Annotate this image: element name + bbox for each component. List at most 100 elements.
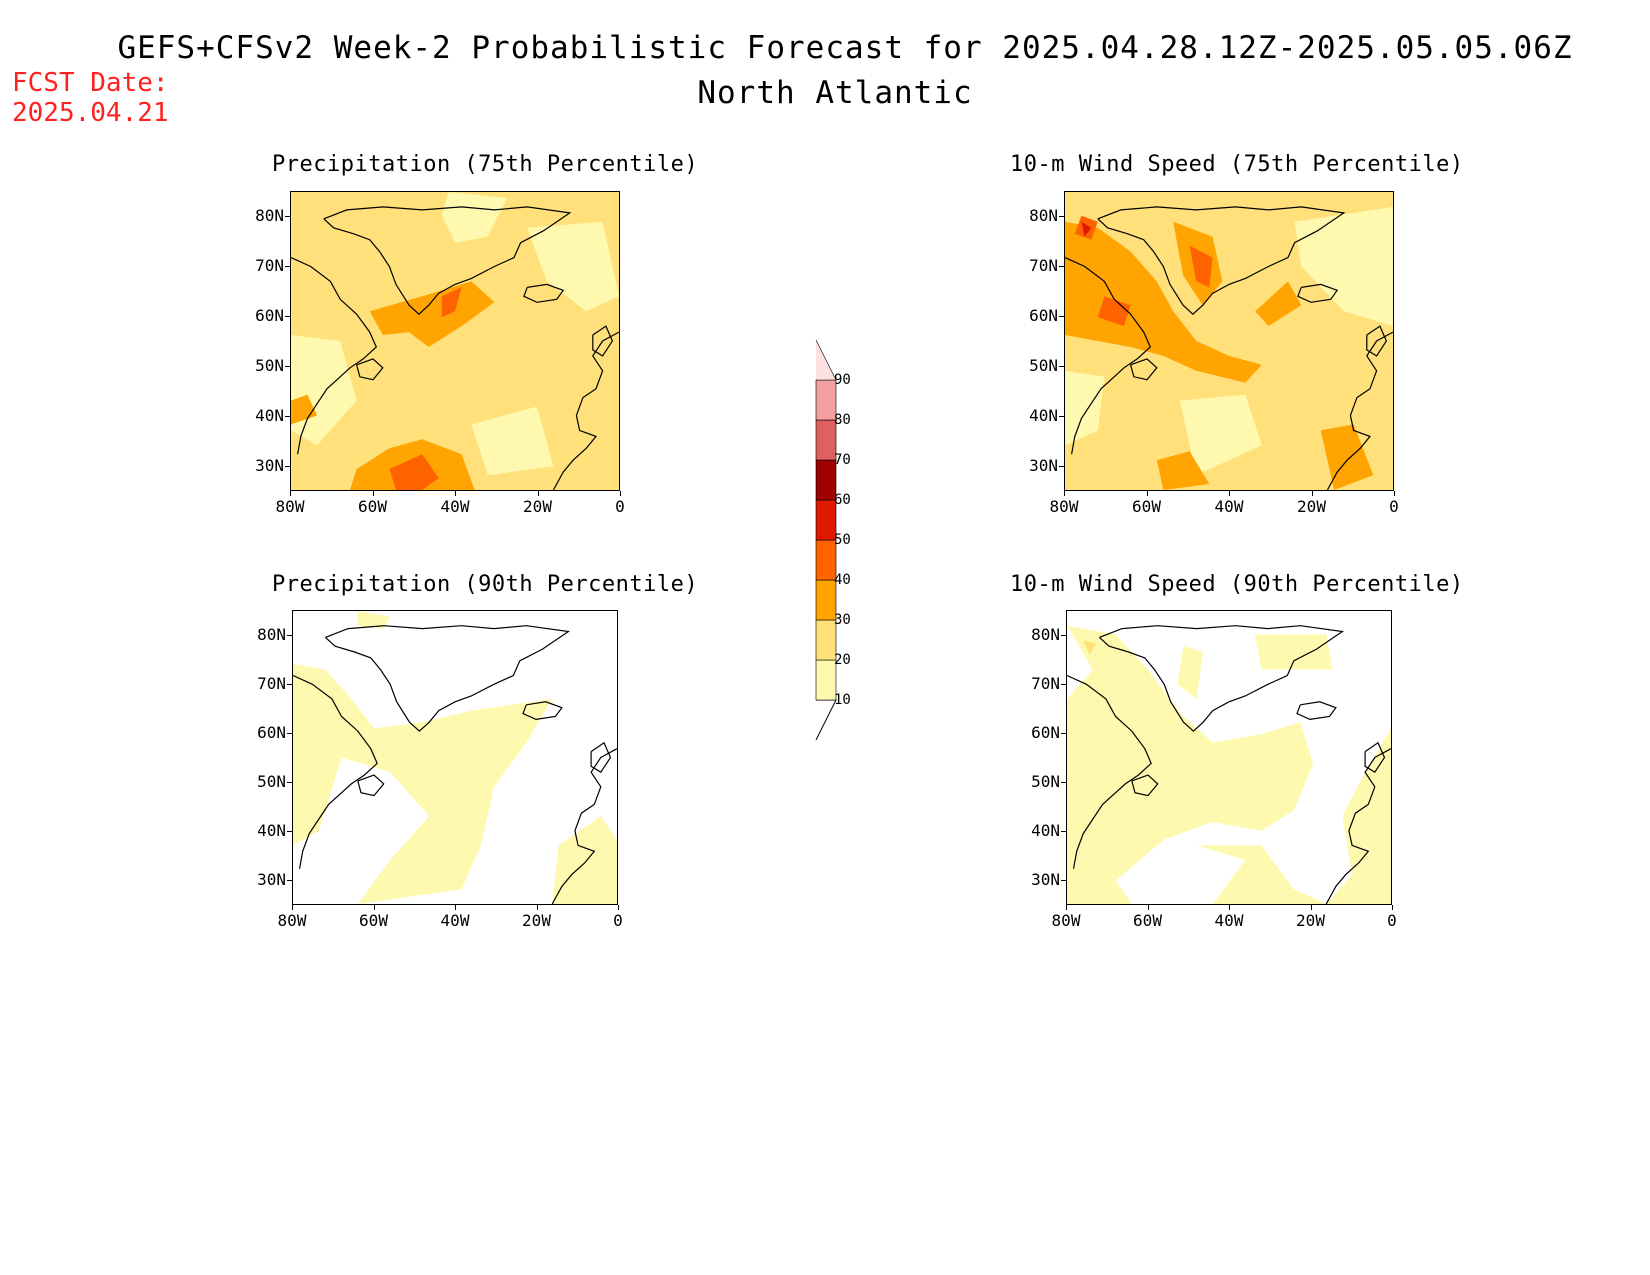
probability-region [369,281,495,347]
x-tick [620,491,621,496]
colorbar-segment [815,379,837,421]
y-tick-label: 60N [1031,722,1060,742]
map-precip-75th [290,191,620,491]
x-tick-label: 0 [615,497,625,516]
x-tick-label: 60W [358,497,387,516]
precip75-contour-plot [291,192,619,490]
y-tick [285,416,290,417]
probability-region [293,663,553,904]
y-tick-label: 50N [1031,772,1060,792]
map-wind-90th [1066,610,1392,905]
coastline-nf [1131,774,1159,797]
x-tick [1311,491,1313,496]
probability-region [1179,394,1262,476]
x-tick-label: 60W [1133,911,1162,930]
probability-region [357,611,391,629]
probability-region [1320,424,1374,490]
colorbar-label: 50 [834,532,851,548]
y-tick-label: 30N [1029,456,1058,475]
coastline-uk [1364,741,1386,774]
y-tick [1061,782,1066,784]
y-tick-label: 50N [1029,356,1058,375]
wind75-contour-plot [1065,192,1393,490]
coastline-greenland [1097,206,1346,316]
region-title: North Atlantic [697,75,973,111]
coastline-america [1067,674,1152,869]
colorbar-label: 80 [834,412,851,428]
colorbar-label: 60 [834,492,851,508]
x-tick-label: 20W [1296,911,1325,930]
x-tick [292,905,293,910]
coastline-uk [1366,325,1388,357]
y-tick-label: 70N [257,673,286,693]
coastline-nf [1130,358,1158,381]
x-tick-label: 20W [523,497,552,516]
colorbar [815,339,837,740]
x-tick-label: 80W [1051,911,1081,930]
map-wind-75th [1064,191,1394,491]
fcst-date-value: 2025.04.21 [12,98,169,128]
x-tick [455,491,456,496]
coastline-iceland [1296,701,1337,721]
coastline-nf [357,774,385,797]
main-title: GEFS+CFSv2 Week-2 Probabilistic Forecast… [117,30,1573,66]
colorbar-label: 30 [834,612,851,628]
x-tick [373,905,375,910]
y-tick [287,732,292,734]
panel-title-precip-75: Precipitation (75th Percentile) [272,152,699,177]
y-tick-label: 80N [1031,624,1060,644]
x-tick [537,491,539,496]
coastline-greenland [1098,625,1345,732]
y-tick [1061,732,1066,734]
x-tick-label: 0 [1387,911,1397,930]
x-tick-label: 80W [275,497,305,516]
colorbar-low-arrow [815,699,837,740]
y-tick [285,316,290,317]
probability-region [389,454,439,490]
colorbar-segment [815,419,837,461]
x-tick [1146,491,1148,496]
colorbar-label: 70 [834,452,851,468]
y-tick-label: 80N [257,624,286,644]
y-tick [285,366,290,367]
y-tick [287,880,292,882]
y-tick-label: 70N [1029,256,1058,275]
probability-region [441,192,508,243]
x-tick [372,491,374,496]
x-tick [1310,905,1312,910]
x-tick-label: 40W [440,497,470,516]
y-tick-label: 40N [257,821,286,841]
y-tick-label: 30N [255,456,284,475]
coastline-iceland [522,701,563,721]
y-tick-label: 80N [1029,206,1058,225]
y-tick [1059,466,1064,467]
colorbar-segment [815,619,837,661]
probability-region [441,287,462,318]
fcst-date-label: FCST Date: [12,68,169,98]
y-tick [1059,366,1064,367]
coastline-uk [592,325,614,357]
probability-region [1097,296,1131,327]
probability-region [552,816,617,904]
coastline-greenland [324,625,571,732]
y-tick [1059,316,1064,317]
colorbar-label: 10 [834,692,851,708]
x-tick-label: 40W [1214,497,1244,516]
y-tick-label: 60N [1029,306,1058,325]
coastline-europe [551,748,617,904]
x-tick-label: 20W [1297,497,1326,516]
y-tick [287,782,292,784]
coastline-america [1065,257,1152,455]
probability-region [1294,206,1393,327]
x-tick-label: 0 [613,911,623,930]
coastline-america [293,674,378,869]
probability-region [1065,370,1105,446]
x-tick [1066,905,1067,910]
coastline-america [291,257,378,455]
x-tick [1147,905,1149,910]
x-tick [1394,491,1395,496]
panel-title-precip-90: Precipitation (90th Percentile) [272,572,699,597]
coastline-nf [356,358,384,381]
y-tick [285,466,290,467]
x-tick-label: 60W [359,911,388,930]
